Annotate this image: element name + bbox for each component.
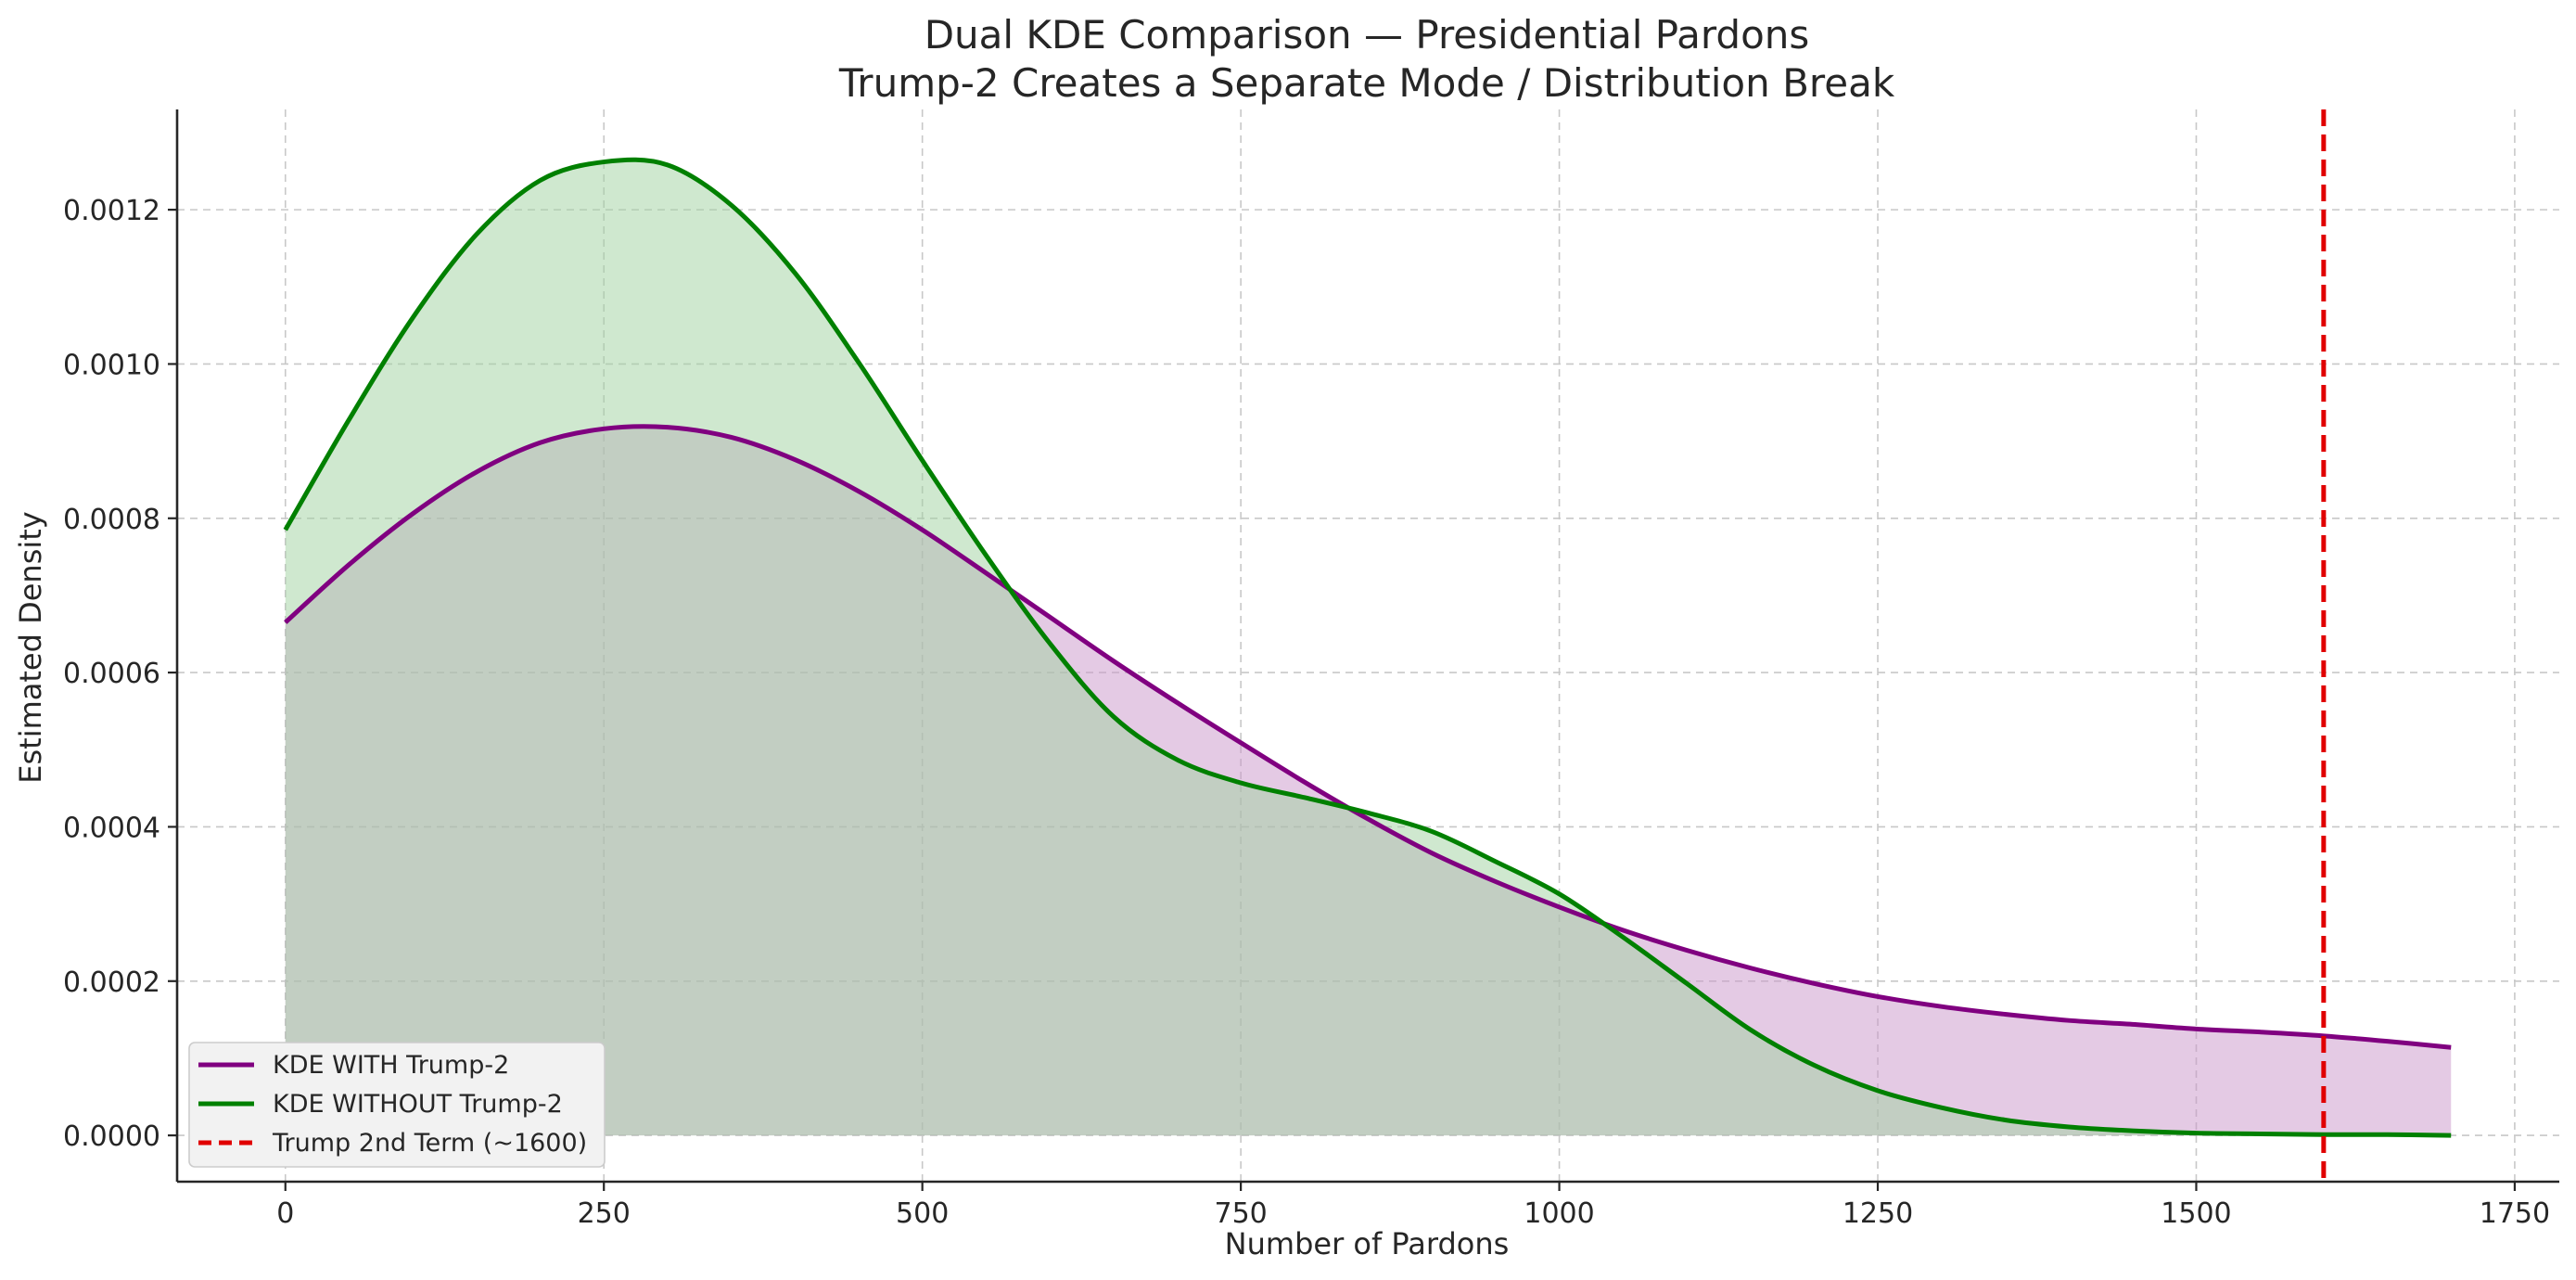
x-tick-label: 0 (276, 1197, 294, 1230)
legend-label-trump-2nd-term: Trump 2nd Term (~1600) (272, 1129, 587, 1158)
y-tick-label: 0.0004 (63, 812, 160, 844)
x-tick-label: 1750 (2480, 1197, 2550, 1230)
legend-box (188, 1042, 606, 1168)
y-tick-label: 0.0002 (63, 966, 160, 999)
legend-label-with-trump-2: KDE WITH Trump-2 (273, 1051, 509, 1080)
legend: KDE WITH Trump-2 KDE WITHOUT Trump-2 Tru… (188, 1042, 606, 1168)
axis-layer: 0 250 500 750 1000 1250 1500 1750 0.0000 0.0002 0.… (63, 109, 2559, 1230)
legend-label-without-trump-2: KDE WITHOUT Trump-2 (273, 1090, 563, 1119)
y-axis-label: Estimated Density (13, 511, 48, 783)
x-tick-label: 1000 (1524, 1197, 1594, 1230)
chart-title: Dual KDE Comparison — Presidential Pardo… (925, 12, 1810, 58)
line-layer (283, 157, 2452, 1138)
x-tick-label: 1250 (1843, 1197, 1913, 1230)
kde-without-trump-2-area (285, 160, 2452, 1136)
y-tick-label: 0.0012 (63, 195, 160, 227)
y-tick-label: 0.0008 (63, 504, 160, 536)
x-tick-label: 1500 (2161, 1197, 2231, 1230)
x-axis-label: Number of Pardons (1225, 1226, 1510, 1261)
x-tick-label: 750 (1214, 1197, 1267, 1230)
kde-without-trump-2-line (283, 157, 2452, 1138)
y-tick-label: 0.0010 (63, 349, 160, 381)
y-tick-label: 0.0006 (63, 658, 160, 690)
chart-subtitle: Trump-2 Creates a Separate Mode / Distri… (838, 60, 1895, 106)
y-tick-label: 0.0000 (63, 1120, 160, 1153)
area-layer (285, 160, 2452, 1136)
x-tick-label: 250 (578, 1197, 631, 1230)
x-tick-label: 500 (896, 1197, 949, 1230)
